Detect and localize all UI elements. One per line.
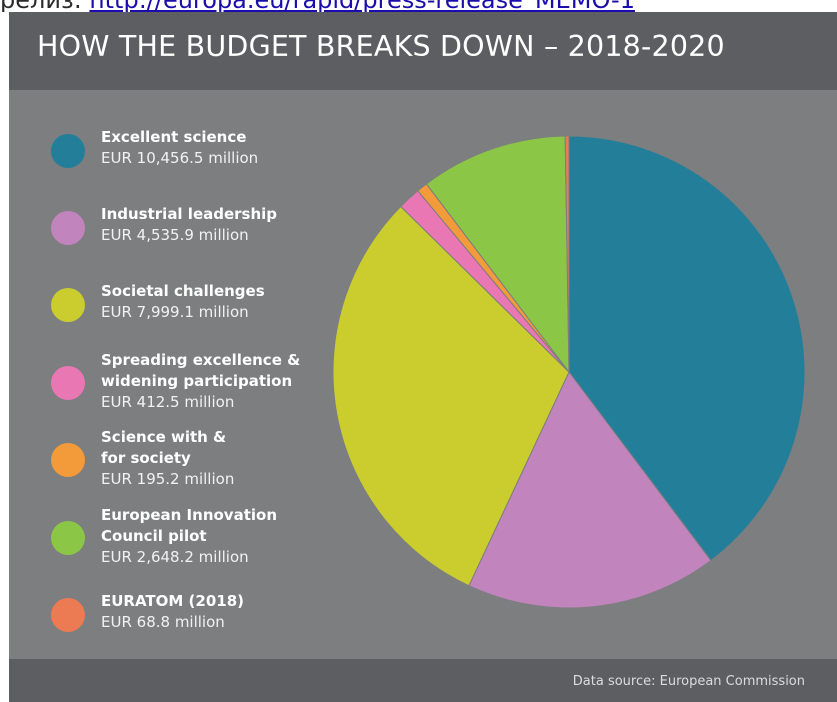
pie-slice-1: [468, 371, 712, 609]
legend-value: EUR 412.5 million: [101, 393, 235, 411]
pie-slice-6: [564, 135, 570, 373]
legend-name: Science with & for society: [101, 428, 227, 467]
footer-bar: Data source: European Commission: [9, 659, 837, 702]
legend-swatch: [51, 366, 85, 400]
legend-value: EUR 195.2 million: [101, 470, 235, 488]
pie-slice-5: [425, 135, 570, 374]
legend-swatch: [51, 521, 85, 555]
legend-swatch: [51, 443, 85, 477]
legend-name: Spreading excellence & widening particip…: [101, 351, 301, 390]
chart-title: HOW THE BUDGET BREAKS DOWN – 2018-2020: [37, 30, 725, 63]
legend-value: EUR 4,535.9 million: [101, 226, 249, 244]
budget-infographic: HOW THE BUDGET BREAKS DOWN – 2018-2020 E…: [9, 12, 837, 702]
legend-name: EURATOM (2018): [101, 592, 245, 610]
legend-swatch: [51, 211, 85, 245]
legend-value: EUR 68.8 million: [101, 613, 225, 631]
legend-value: EUR 7,999.1 million: [101, 303, 249, 321]
legend-value: EUR 10,456.5 million: [101, 149, 259, 167]
source-url-line: релиз: http://europa.eu/rapid/press-rele…: [0, 0, 837, 12]
legend-name: Excellent science: [101, 128, 247, 146]
pie-chart: [332, 135, 806, 609]
source-link[interactable]: http://europa.eu/rapid/press-release_MEM…: [89, 0, 635, 12]
legend-name: Industrial leadership: [101, 205, 278, 223]
legend-swatch: [51, 288, 85, 322]
legend-swatch: [51, 598, 85, 632]
pie-slice-2: [332, 205, 570, 587]
data-source-note: Data source: European Commission: [572, 674, 805, 689]
legend-value: EUR 2,648.2 million: [101, 548, 249, 566]
pie-slice-0: [568, 135, 806, 562]
legend-name: Societal challenges: [101, 282, 265, 300]
legend-name: European Innovation Council pilot: [101, 506, 278, 545]
source-prefix: релиз:: [0, 0, 89, 12]
title-bar: HOW THE BUDGET BREAKS DOWN – 2018-2020: [9, 12, 837, 90]
legend-swatch: [51, 134, 85, 168]
